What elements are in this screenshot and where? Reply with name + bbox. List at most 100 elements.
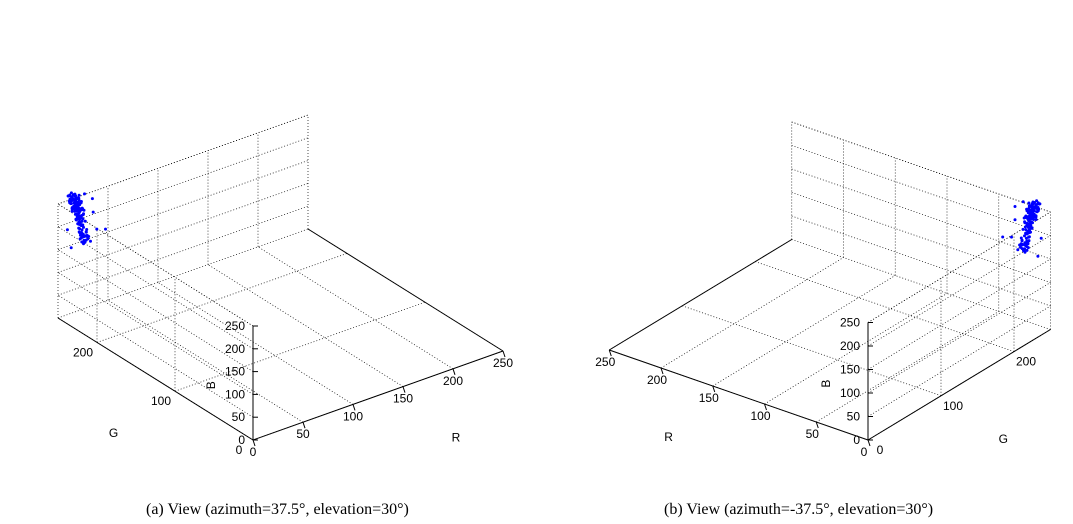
grid-line [257,246,454,370]
x-tick [402,386,406,393]
data-point [90,197,94,201]
data-point [77,198,81,202]
y-axis-title: G [999,432,1008,446]
data-point [1028,214,1032,218]
data-point [74,197,78,201]
grid-line [57,183,309,273]
box-edge [57,203,254,327]
y-tick-label: 100 [151,394,171,408]
grid-line [816,311,999,423]
data-point [83,240,87,244]
grid-line [57,160,309,250]
grid-line [867,305,1051,417]
data-point [78,223,82,227]
z-tick-label: 150 [840,363,860,377]
z-axis-title: B [819,380,833,388]
grid-line [712,275,896,387]
grid-line [57,205,309,296]
z-axis-title: B [204,381,218,389]
x-axis-title: R [664,430,673,444]
data-point [1030,220,1034,224]
data-point [79,200,83,203]
x-tick-label: 150 [699,391,719,405]
data-point [67,194,71,198]
data-point [1021,227,1025,231]
data-point [1035,210,1039,214]
y-axis-title: G [109,426,118,440]
y-axis-line [57,317,254,441]
x-tick [712,385,716,393]
data-point [82,225,85,229]
y-tick-label: 200 [73,345,93,359]
box-edge [57,114,309,205]
data-point [1019,243,1023,246]
y-axis-line [307,228,504,352]
x-tick [452,368,456,375]
data-point [1010,235,1013,239]
z-tick-label: 0 [238,433,245,447]
grid-line [660,257,844,369]
x-tick [867,439,871,447]
data-point [1027,219,1031,223]
grid-line [867,282,1051,394]
y-axis-line [608,239,793,351]
grid-line [174,301,426,392]
data-point [1030,211,1034,215]
z-tick-label: 150 [225,365,245,379]
data-point [83,219,87,223]
data-point [74,212,78,216]
data-point [1030,208,1034,211]
z-tick-label: 200 [225,342,245,356]
caption-b: (b) View (azimuth=-37.5°, elevation=30°) [664,501,933,518]
grid-line [57,137,309,228]
x-tick [764,403,767,411]
y-axis-line [867,329,1051,441]
data-point [72,193,76,197]
x-tick-label: 200 [443,374,463,388]
data-point [1037,202,1041,206]
z-tick-label: 200 [840,339,860,353]
z-tick-label: 100 [225,387,245,401]
data-point [77,202,81,206]
data-point [1036,206,1040,209]
grid-line [791,121,1051,213]
data-point [69,202,73,205]
data-point [1029,224,1033,228]
data-point [91,210,95,214]
x-tick-label: 100 [750,409,770,423]
y-tick-label: 0 [236,443,243,457]
data-point [1025,221,1029,225]
data-point [1034,218,1038,221]
z-tick-label: 250 [840,316,860,330]
data-point [1039,236,1043,240]
data-point [1033,205,1037,209]
grid-line [755,261,1015,352]
x-tick-label: 50 [296,427,310,441]
grid-line [791,239,1051,330]
z-tick-label: 0 [853,433,860,447]
scatter3d-plot-a: 0 50 100 150 200 250 0 100 200 0 50 100 150 200 250 R G B [57,114,513,459]
data-point [68,197,72,201]
data-point [80,228,84,232]
y-tick-label: 0 [877,443,884,457]
data-point [71,197,75,201]
data-point [1027,210,1031,214]
grid-line [791,168,1051,260]
x-axis-line [252,350,504,441]
data-point [85,228,89,231]
z-tick-label: 100 [840,386,860,400]
data-point [1020,238,1024,242]
data-point [78,227,82,231]
data-point [77,206,80,210]
x-axis-line [609,349,869,441]
data-point [76,216,80,219]
x-tick [352,404,356,411]
data-point [1016,248,1020,252]
data-point [1025,248,1029,252]
data-point [1025,207,1029,211]
data-point [1036,254,1040,258]
data-point [1027,201,1031,205]
data-point [69,191,73,195]
grid-line [57,228,309,319]
x-tick [502,350,506,358]
